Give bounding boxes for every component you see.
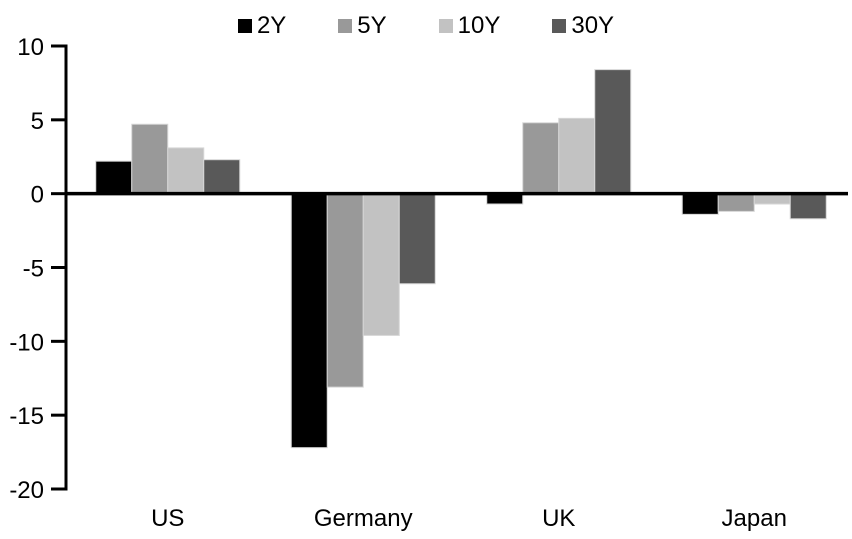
y-tick-label: 0 <box>31 182 44 209</box>
bar-30y-us <box>203 159 241 195</box>
legend-marker-icon <box>237 19 252 33</box>
bar-30y-japan <box>789 193 827 220</box>
x-category-label-uk: UK <box>542 505 575 532</box>
legend-label: 2Y <box>256 12 287 39</box>
y-tick-label: 10 <box>17 34 44 61</box>
bar-5y-germany <box>326 193 364 388</box>
bar-2y-japan <box>681 193 719 215</box>
legend-label: 10Y <box>457 12 501 39</box>
legend-item-10y: 10Y <box>438 12 501 39</box>
bar-30y-uk <box>594 69 632 195</box>
legend-item-5y: 5Y <box>338 12 387 39</box>
y-tick-label: 5 <box>31 108 44 135</box>
legend-label: 30Y <box>571 12 615 39</box>
y-tick-label: -10 <box>9 329 44 356</box>
legend-item-30y: 30Y <box>552 14 614 38</box>
legend-label: 5Y <box>357 12 387 39</box>
bar-2y-germany <box>290 193 328 449</box>
legend: 2Y 5Y 10Y 30Y <box>0 14 852 38</box>
y-tick-label: -15 <box>9 403 44 430</box>
legend-marker-icon <box>552 19 567 33</box>
bar-10y-germany <box>362 193 400 336</box>
x-category-label-us: US <box>151 505 184 532</box>
legend-marker-icon <box>338 19 353 33</box>
x-category-label-japan: Japan <box>722 505 787 532</box>
bar-10y-us <box>167 147 205 195</box>
bar-5y-uk <box>522 122 560 195</box>
bar-10y-uk <box>558 117 596 195</box>
bar-5y-us <box>131 123 169 195</box>
y-tick-label: -5 <box>23 256 44 283</box>
legend-marker-icon <box>438 19 453 33</box>
bar-5y-japan <box>717 193 755 212</box>
y-tick-label: -20 <box>9 477 44 504</box>
bar-30y-germany <box>398 193 436 285</box>
legend-item-2y: 2Y <box>237 12 287 39</box>
x-category-label-germany: Germany <box>314 505 413 532</box>
bar-2y-us <box>95 160 133 195</box>
